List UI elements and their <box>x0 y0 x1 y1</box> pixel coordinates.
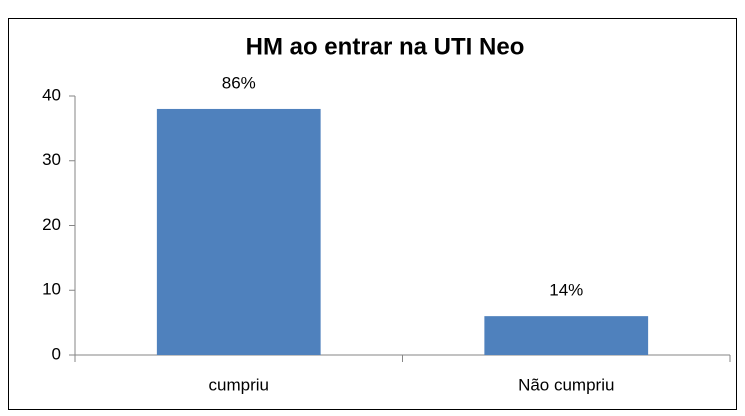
y-tick-label: 20 <box>42 215 61 234</box>
data-label: 86% <box>222 73 256 92</box>
chart-title: HM ao entrar na UTI Neo <box>246 33 525 60</box>
bar <box>484 316 649 355</box>
bar <box>156 108 321 355</box>
x-tick-label: Não cumpriu <box>518 375 614 394</box>
y-tick-label: 30 <box>42 150 61 169</box>
x-tick-label: cumpriu <box>209 375 269 394</box>
y-tick-label: 10 <box>42 280 61 299</box>
y-tick-label: 40 <box>42 85 61 104</box>
data-label: 14% <box>549 281 583 300</box>
y-tick-label: 0 <box>52 344 61 363</box>
